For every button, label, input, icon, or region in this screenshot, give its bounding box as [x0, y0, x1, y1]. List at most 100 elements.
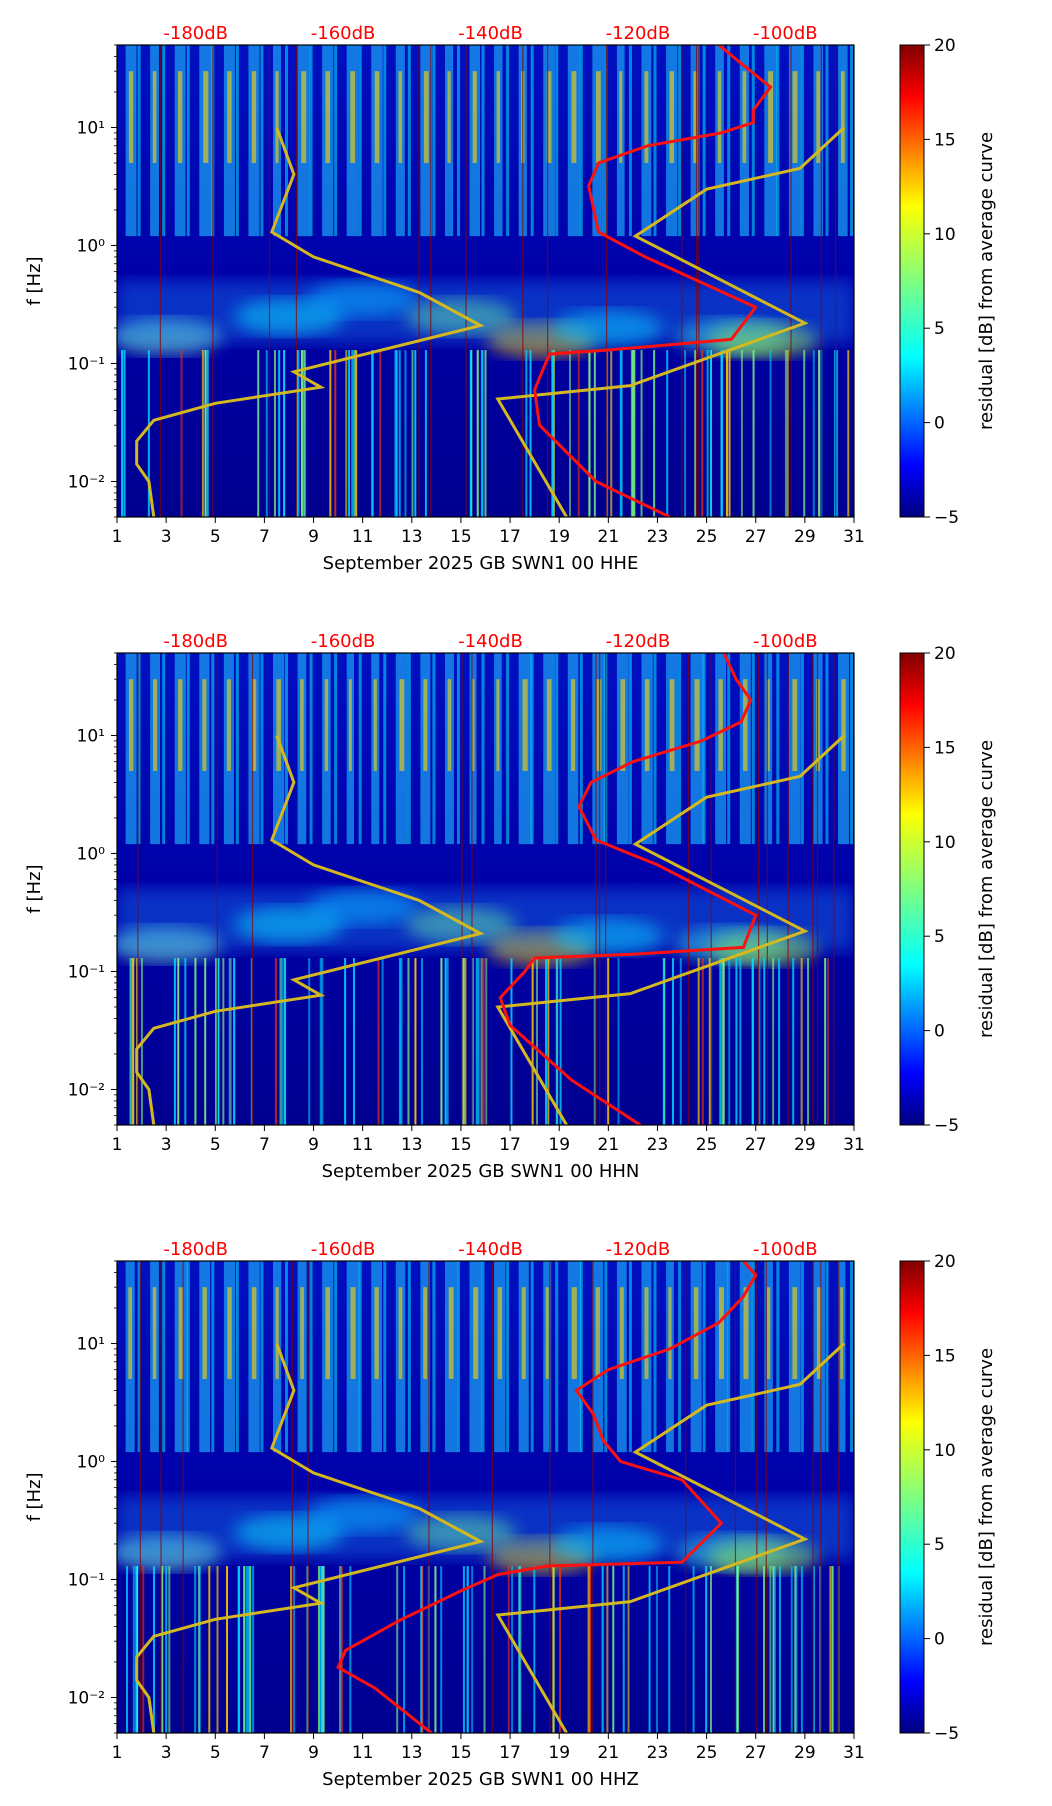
- daily-noise-peak: [251, 1287, 257, 1379]
- transient-streak: [679, 958, 682, 1125]
- db-scale-label: -180dB: [163, 1239, 228, 1260]
- transient-streak: [321, 1566, 324, 1733]
- daily-noise-peak: [300, 1287, 304, 1379]
- transient-streak: [739, 958, 742, 1125]
- transient-streak: [273, 350, 276, 517]
- transient-streak: [194, 958, 197, 1125]
- transient-streak: [790, 1566, 793, 1733]
- transient-streak: [411, 350, 414, 517]
- daily-noise-stripe: [334, 45, 338, 237]
- daily-noise-stripe: [800, 1261, 804, 1453]
- daily-noise-stripe: [751, 1261, 755, 1453]
- daily-noise-peak: [496, 71, 500, 163]
- transient-streak: [283, 350, 286, 517]
- x-tick-label: 29: [794, 1743, 816, 1763]
- transient-streak: [701, 350, 704, 517]
- transient-streak: [132, 1566, 135, 1733]
- transient-streak: [653, 350, 656, 517]
- daily-noise-peak: [766, 679, 770, 771]
- x-tick-label: 13: [401, 527, 423, 547]
- colorbar-tick-label: 20: [934, 644, 956, 664]
- transient-streak: [444, 958, 447, 1125]
- x-tick-label: 13: [401, 1135, 423, 1155]
- x-tick-label: 27: [745, 1743, 767, 1763]
- x-tick-label: 31: [843, 1135, 865, 1155]
- transient-streak: [559, 958, 562, 1125]
- transient-streak: [475, 958, 478, 1125]
- transient-streak: [606, 1566, 609, 1733]
- daily-noise-peak: [644, 71, 649, 163]
- daily-noise-peak: [669, 71, 675, 163]
- transient-streak: [152, 1566, 155, 1733]
- colorbar: 20 15 10 5 0 −5 residual [dB] from average cur…: [899, 1252, 997, 1744]
- y-tick-label: 10⁰: [77, 844, 106, 864]
- y-tick-label: 10¹: [77, 118, 105, 138]
- colorbar-tick-label: 0: [934, 1022, 945, 1042]
- daily-noise-stripe: [456, 1261, 460, 1453]
- transient-streak: [792, 958, 795, 1125]
- transient-streak: [274, 958, 277, 1125]
- transient-streak: [480, 958, 483, 1125]
- x-tick-label: 23: [647, 1135, 669, 1155]
- daily-noise-stripe: [162, 653, 166, 845]
- daily-noise-peak: [275, 1287, 279, 1379]
- daily-noise-stripe: [555, 1261, 559, 1453]
- transient-streak: [735, 958, 738, 1125]
- transient-streak: [296, 350, 299, 517]
- transient-streak: [593, 350, 596, 517]
- transient-streak: [129, 958, 132, 1125]
- colorbar-tick-label: 15: [934, 130, 956, 150]
- daily-noise-peak: [423, 1287, 428, 1379]
- x-tick-label: 11: [352, 1135, 374, 1155]
- x-tick-label: 11: [352, 1743, 374, 1763]
- transient-streak: [589, 1566, 592, 1733]
- daily-noise-stripe: [530, 653, 534, 845]
- daily-noise-peak: [792, 1287, 798, 1379]
- transient-streak: [136, 958, 139, 1125]
- transient-streak: [529, 350, 532, 517]
- daily-noise-peak: [203, 71, 209, 163]
- daily-noise-stripe: [358, 45, 362, 237]
- low-noise-model-curve: [135, 1342, 485, 1733]
- x-axis-label: September 2025 GB SWN1 00 HHZ: [322, 1769, 639, 1790]
- transient-streak: [466, 1566, 469, 1733]
- db-scale-label: -180dB: [163, 23, 228, 44]
- daily-noise-stripe: [284, 45, 288, 237]
- daily-noise-peak: [497, 1287, 503, 1379]
- daily-noise-peak: [571, 71, 577, 163]
- transient-streak: [525, 350, 528, 517]
- daily-noise-stripe: [284, 653, 288, 845]
- x-tick-label: 1: [112, 1135, 123, 1155]
- x-tick-label: 5: [210, 1135, 221, 1155]
- daily-noise-peak: [251, 71, 257, 163]
- x-tick-label: 9: [308, 1135, 319, 1155]
- daily-noise-peak: [178, 1287, 184, 1379]
- transient-streak: [302, 350, 305, 517]
- db-scale-label: -160dB: [311, 1239, 376, 1260]
- y-axis-label: f [Hz]: [24, 256, 45, 305]
- transient-streak: [293, 1566, 296, 1733]
- microseism-band: [117, 281, 854, 343]
- transient-streak: [173, 958, 176, 1125]
- daily-noise-peak: [374, 1287, 379, 1379]
- y-tick-label: 10¹: [77, 726, 105, 746]
- daily-noise-stripe: [506, 653, 510, 845]
- x-tick-label: 7: [259, 527, 270, 547]
- daily-noise-peak: [473, 1287, 479, 1379]
- transient-streak: [184, 958, 187, 1125]
- x-tick-label: 17: [499, 527, 521, 547]
- transient-streak: [701, 958, 704, 1125]
- daily-noise-stripe: [456, 45, 460, 237]
- daily-noise-stripe: [727, 45, 731, 237]
- transient-streak: [321, 958, 324, 1125]
- x-tick-label: 15: [450, 1743, 472, 1763]
- daily-noise-stripe: [186, 45, 190, 237]
- x-tick-label: 31: [843, 1743, 865, 1763]
- transient-streak: [769, 1566, 772, 1733]
- transient-streak: [577, 350, 580, 517]
- daily-noise-stripe: [850, 653, 854, 845]
- daily-noise-stripe: [137, 653, 141, 845]
- daily-noise-stripe: [555, 45, 559, 237]
- transient-streak: [247, 1566, 250, 1733]
